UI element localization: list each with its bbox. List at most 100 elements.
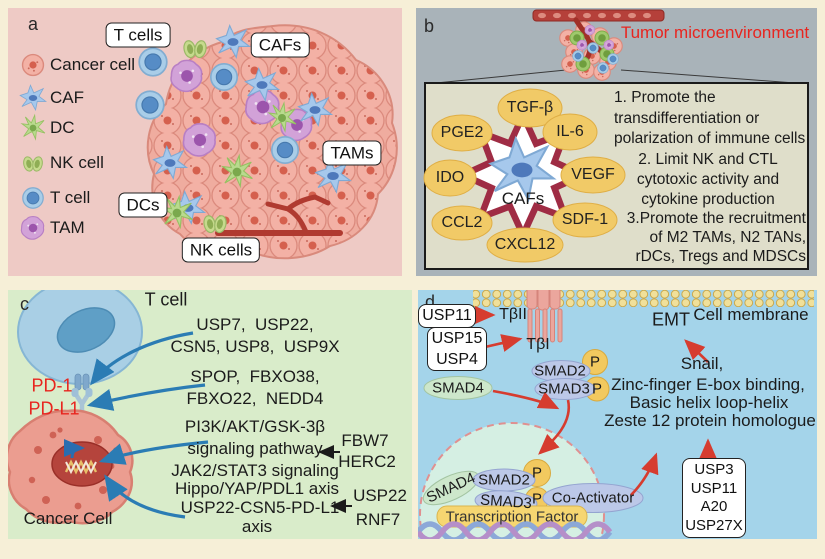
panel-b-art bbox=[423, 9, 809, 270]
point-line-6: cytokine production bbox=[641, 191, 775, 208]
panel-b-letter: b bbox=[424, 16, 435, 36]
point-line-9: rDCs, Tregs and MDSCs bbox=[635, 248, 806, 265]
panel-a: a Cancer cell CAF DC NK cell T cell TAM … bbox=[8, 8, 402, 276]
tgf-receptor bbox=[526, 290, 563, 343]
tag-cafs: CAFs bbox=[250, 32, 310, 58]
tbi-label: TβI bbox=[526, 335, 550, 353]
pd1-label: PD-1 bbox=[31, 375, 73, 396]
t-cell-figure bbox=[17, 290, 143, 385]
usp11-box: USP11 bbox=[418, 304, 476, 328]
legend-label-tam: TAM bbox=[50, 218, 85, 237]
herc2-label: HERC2 bbox=[338, 452, 396, 472]
panel-d-art bbox=[418, 290, 814, 539]
snail-line-3: Basic helix loop-helix bbox=[629, 393, 789, 413]
tag-dcs: DCs bbox=[118, 192, 168, 218]
usp15-label: USP15 bbox=[431, 330, 483, 347]
factor-vegf: VEGF bbox=[571, 166, 615, 183]
legend-label-t-cell: T cell bbox=[50, 188, 91, 207]
tumor-mass bbox=[146, 24, 398, 260]
legend-label-caf: CAF bbox=[50, 88, 84, 107]
legend-label-dc: DC bbox=[50, 118, 75, 137]
panel-c-art bbox=[8, 290, 352, 525]
point-line-1: 1. Promote the bbox=[614, 89, 716, 106]
cancer-cell-label: Cancer Cell bbox=[23, 509, 113, 529]
panel-c-letter: c bbox=[20, 294, 29, 314]
smad-complex-upper bbox=[423, 349, 610, 402]
pathway-line-3: JAK2/STAT3 signaling bbox=[171, 461, 339, 481]
usp3-label: USP3 bbox=[694, 461, 734, 478]
tag-t-cells: T cells bbox=[105, 22, 171, 48]
axis-line-2: USP22-CSN5-PD-L1 bbox=[180, 498, 340, 518]
panel-c: c T cell PD-1 PD-L1 Cancer Cell USP7, US… bbox=[8, 290, 412, 539]
a20-label: A20 bbox=[700, 498, 728, 515]
legend-icons bbox=[19, 53, 47, 240]
callout-lines bbox=[425, 69, 809, 85]
p-circle-3: P bbox=[531, 464, 543, 482]
point-line-5: cytotoxic activity and bbox=[636, 171, 780, 188]
panel-b: b Tumor microenvironment TGF-β PGE2 IL-6… bbox=[416, 8, 817, 276]
red-arrows bbox=[474, 305, 718, 496]
smad4-upper-label: SMAD4 bbox=[432, 379, 484, 397]
panel-d: d USP11 USP15 USP4 TβII TβI SMAD2 P SMAD… bbox=[418, 290, 817, 539]
p-circle-2: P bbox=[591, 380, 603, 398]
usp15-usp4-box: USP15 USP4 bbox=[427, 327, 487, 371]
panel-b-title: Tumor microenvironment bbox=[620, 23, 810, 43]
factor-il6: IL-6 bbox=[556, 123, 584, 140]
e3-list-line-2: FBXO22, NEDD4 bbox=[186, 389, 324, 409]
cell-membrane-label: Cell membrane bbox=[693, 305, 809, 325]
pdl1-label: PD-L1 bbox=[28, 398, 80, 419]
legend-label-cancer-cell: Cancer cell bbox=[50, 55, 136, 74]
rnf7-side-label: RNF7 bbox=[355, 510, 401, 530]
tag-nk-cells: NK cells bbox=[181, 237, 261, 263]
t-cell-label: T cell bbox=[144, 290, 188, 310]
e3-list-line-1: SPOP, FBXO38, bbox=[190, 367, 320, 387]
cancer-cell-figure bbox=[8, 409, 134, 525]
smad2-nucleus-label: SMAD2 bbox=[478, 471, 530, 489]
panel-a-letter: a bbox=[28, 14, 39, 34]
cafs-star-label: CAFs bbox=[501, 189, 545, 209]
point-line-8: of M2 TAMs, N2 TANs, bbox=[649, 229, 806, 246]
factor-cxcl12: CXCL12 bbox=[494, 236, 556, 253]
transcription-factor-label: Transcription Factor bbox=[445, 508, 579, 526]
point-line-4: 2. Limit NK and CTL bbox=[638, 151, 778, 168]
point-line-2: transdifferentiation or bbox=[614, 110, 760, 127]
p-circle-1: P bbox=[589, 353, 601, 371]
pathway-line-1: PI3K/AKT/GSK-3β bbox=[184, 417, 326, 437]
factor-tgfb: TGF-β bbox=[506, 99, 554, 116]
usp11b-label: USP11 bbox=[690, 479, 738, 497]
smad-complex-nucleus bbox=[418, 459, 644, 539]
dna-helix-strand-2 bbox=[418, 521, 613, 539]
snail-line-2: Zinc-finger E-box binding, bbox=[611, 375, 805, 395]
p-circle-4: P bbox=[531, 490, 543, 508]
factor-ovals bbox=[423, 88, 626, 263]
emt-label: EMT bbox=[652, 309, 690, 330]
smad3-upper-label: SMAD3 bbox=[538, 380, 590, 398]
tag-tams: TAMs bbox=[322, 140, 382, 166]
dub-list-line-2: CSN5, USP8, USP9X bbox=[170, 337, 340, 357]
blood-vessel bbox=[532, 9, 665, 22]
smad2-upper-label: SMAD2 bbox=[534, 362, 586, 380]
dub-list-line-1: USP7, USP22, bbox=[196, 315, 314, 335]
axis-line-3: axis bbox=[241, 517, 273, 537]
blue-arrows bbox=[86, 331, 209, 519]
point-line-7: 3.Promote the recruitment bbox=[626, 210, 806, 227]
black-arrows bbox=[318, 445, 352, 513]
fbw7-label: FBW7 bbox=[341, 431, 389, 451]
usp27x-label: USP27X bbox=[685, 516, 743, 534]
factor-pge2: PGE2 bbox=[440, 124, 484, 141]
snail-line-4: Zeste 12 protein homologue bbox=[604, 411, 816, 431]
factor-sdf1: SDF-1 bbox=[561, 211, 609, 228]
mini-tumor bbox=[559, 17, 623, 81]
tbii-label: TβII bbox=[499, 305, 527, 323]
factor-ido: IDO bbox=[435, 169, 465, 186]
usp4-label: USP4 bbox=[436, 351, 478, 368]
axis-line-1: Hippo/YAP/PDL1 axis bbox=[174, 479, 340, 499]
vessel bbox=[215, 194, 343, 236]
point-line-3: polarization of immune cells bbox=[614, 130, 806, 147]
coactivator-label: Co-Activator bbox=[551, 489, 635, 507]
factor-ccl2: CCL2 bbox=[441, 214, 483, 231]
snail-line-1: Snail, bbox=[680, 354, 724, 374]
panel-a-art bbox=[19, 24, 398, 260]
panel-d-letter: d bbox=[425, 292, 436, 312]
